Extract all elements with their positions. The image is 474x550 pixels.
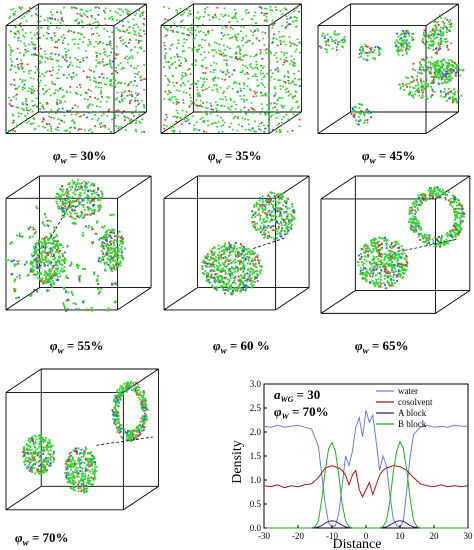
box-edge xyxy=(123,485,159,511)
particles xyxy=(8,6,146,133)
density-profile-chart: -30 -20 -10 0 10 20 30 0.0 0.5 1.0 1.5 2.0 2.5 3.0 De… xyxy=(230,379,474,550)
panel-phi-60: φw = 60 % xyxy=(158,172,313,362)
caption-phi-65: φw = 65% xyxy=(355,338,409,356)
annotation-awg: aWG = 30 xyxy=(274,387,320,404)
caption-phi-55: φw = 55% xyxy=(50,338,104,356)
particles xyxy=(319,14,465,126)
x-tick-label: 0 xyxy=(364,531,369,541)
caption-phi-45: φw = 45% xyxy=(362,148,416,166)
panel-phi-65: φw = 65% xyxy=(315,172,474,362)
caption-phi-35: φw = 35% xyxy=(208,148,262,166)
series-line-cosolvent xyxy=(263,465,469,498)
caption-phi-60: φw = 60 % xyxy=(213,338,270,356)
x-tick-label: 20 xyxy=(430,531,440,541)
box-edge xyxy=(320,175,356,200)
particles xyxy=(4,178,126,312)
y-tick-label: 0.5 xyxy=(250,499,262,509)
box-edges xyxy=(163,175,310,311)
simulation-box-70 xyxy=(5,368,160,511)
x-tick-label: 10 xyxy=(396,531,406,541)
box-edge xyxy=(5,3,39,26)
box-edge xyxy=(425,111,459,134)
legend-entry: cosolvent xyxy=(398,397,433,407)
box-edge xyxy=(268,111,302,134)
simulation-box-45 xyxy=(317,3,465,135)
panel-phi-70: φw = 70% xyxy=(0,365,170,550)
x-tick-label: -10 xyxy=(326,531,338,541)
simulation-box-55 xyxy=(4,175,152,312)
y-tick-label: 1.0 xyxy=(250,475,262,485)
box-edge xyxy=(320,290,356,314)
y-tick-label: 0.0 xyxy=(250,523,262,533)
box-edge xyxy=(275,175,310,199)
box-edge xyxy=(317,3,351,26)
caption-phi-30: φw = 30% xyxy=(53,148,107,166)
legend-entry: A block xyxy=(398,408,427,418)
x-tick-label: 30 xyxy=(464,531,474,541)
series-line-B-block xyxy=(264,440,468,529)
box-edge xyxy=(113,3,147,26)
box-edge xyxy=(160,3,194,26)
caption-phi-70: φw = 70% xyxy=(15,530,69,548)
particles xyxy=(22,380,149,494)
box-edge xyxy=(5,485,42,511)
y-axis-label: Density xyxy=(230,440,245,484)
particles xyxy=(201,191,296,296)
panel-phi-55: φw = 55% xyxy=(0,172,155,362)
box-edge xyxy=(117,287,152,311)
box-edges xyxy=(317,3,459,135)
simulation-box-60 xyxy=(163,175,310,311)
box-edge xyxy=(425,3,459,26)
simulation-box-65 xyxy=(320,175,471,314)
x-axis-label: Distance xyxy=(333,537,382,550)
particles xyxy=(163,6,301,134)
y-tick-label: 2.0 xyxy=(250,427,262,437)
panel-phi-35: φw = 35% xyxy=(155,0,310,170)
box-edge xyxy=(117,175,152,199)
simulation-box-35 xyxy=(160,3,302,135)
particles xyxy=(356,186,465,290)
box-edges xyxy=(320,175,471,314)
simulation-box-30 xyxy=(5,3,147,135)
panel-phi-30: φw = 30% xyxy=(0,0,150,170)
panel-phi-45: φw = 45% xyxy=(312,0,474,170)
box-edge xyxy=(5,175,40,199)
y-tick-label: 1.5 xyxy=(250,451,262,461)
box-edge xyxy=(5,368,42,393)
box-edge xyxy=(163,287,198,311)
x-tick-label: -30 xyxy=(258,531,270,541)
legend-entry: B block xyxy=(398,419,427,429)
legend-entry: water xyxy=(398,386,418,396)
y-tick-label: 3.0 xyxy=(250,379,262,389)
box-edge xyxy=(317,111,351,134)
y-tick-label: 2.5 xyxy=(250,403,262,413)
box-edge xyxy=(163,175,198,199)
box-edge xyxy=(435,290,471,314)
box-edge xyxy=(275,287,310,311)
x-tick-label: -20 xyxy=(292,531,304,541)
box-edge xyxy=(160,111,194,134)
box-edge xyxy=(5,287,40,311)
series-line-water xyxy=(263,410,468,528)
box-edges xyxy=(160,3,302,135)
annotation-phi: φW = 70% xyxy=(274,404,329,421)
